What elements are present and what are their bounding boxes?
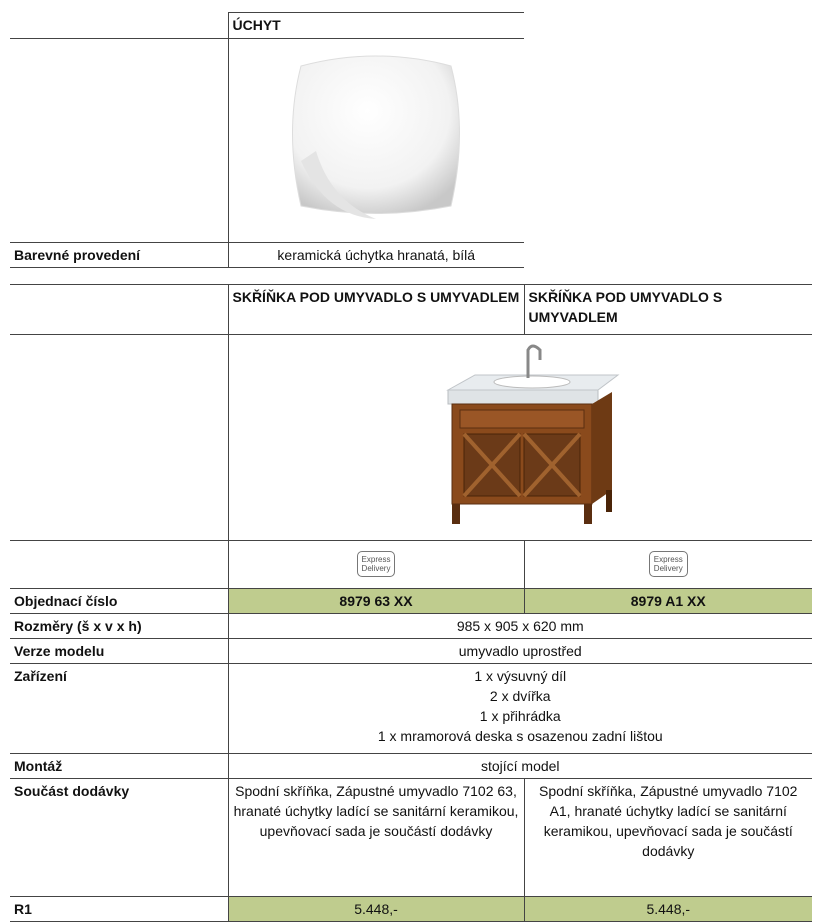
- label: Verze modelu: [10, 638, 228, 664]
- label: Objednací číslo: [10, 588, 228, 614]
- row: R1 5.448,- 5.448,-: [10, 896, 812, 922]
- list-item: 1 x přihrádka: [479, 708, 561, 724]
- value: Spodní skříňka, Zápustné umyvadlo 7102 6…: [227, 778, 524, 897]
- value: umyvadlo uprostřed: [227, 638, 812, 664]
- cell: [10, 540, 228, 589]
- value: 5.448,-: [523, 896, 812, 922]
- image-cell: [227, 38, 524, 243]
- badge-text: Express: [653, 555, 683, 564]
- cell: [10, 12, 228, 39]
- badge: Express Delivery: [648, 551, 688, 577]
- cell: [10, 334, 228, 541]
- list-item: 2 x dvířka: [489, 688, 551, 704]
- value: Spodní skříňka, Zápustné umyvadlo 7102 A…: [523, 778, 812, 897]
- row: Verze modelu umyvadlo uprostřed: [10, 638, 812, 664]
- label: Součást dodávky: [10, 778, 228, 897]
- label: R1: [10, 896, 228, 922]
- row: Objednací číslo 8979 63 XX 8979 A1 XX: [10, 588, 812, 614]
- value: 5.448,-: [227, 896, 524, 922]
- image-cell: [227, 334, 812, 541]
- cabinet-image: [446, 344, 620, 524]
- row: Barevné provedení keramická úchytka hrana…: [10, 242, 524, 268]
- label: Zařízení: [10, 663, 228, 754]
- value: keramická úchytka hranatá, bílá: [227, 242, 524, 268]
- row: Montáž stojící model: [10, 753, 812, 779]
- list-item: 1 x výsuvný díl: [474, 668, 567, 684]
- product-table: SKŘÍŇKA POD UMYVADLO S UMYVADLEM SKŘÍŇKA…: [10, 284, 812, 922]
- cell: [10, 284, 228, 335]
- label: Barevné provedení: [10, 242, 228, 268]
- badge: Express Delivery: [356, 551, 396, 577]
- header: ÚCHYT: [227, 12, 524, 39]
- badge-cell: Express Delivery: [227, 540, 524, 589]
- value: 985 x 905 x 620 mm: [227, 613, 812, 639]
- value-list: 1 x výsuvný díl 2 x dvířka 1 x přihrádka…: [227, 663, 812, 754]
- label: Rozměry (š x v x h): [10, 613, 228, 639]
- header: SKŘÍŇKA POD UMYVADLO S UMYVADLEM: [523, 284, 812, 335]
- label: Montáž: [10, 753, 228, 779]
- row: Součást dodávky Spodní skříňka, Zápustné…: [10, 778, 812, 897]
- handle-table: ÚCHYT Barevné provedení keramická úchytka…: [10, 12, 524, 268]
- value: stojící model: [227, 753, 812, 779]
- cell: [10, 38, 228, 243]
- row: [10, 334, 812, 541]
- row: ÚCHYT: [10, 12, 524, 39]
- value: 8979 A1 XX: [523, 588, 812, 614]
- handle-image: [292, 55, 461, 219]
- row: Express Delivery Express Delivery: [10, 540, 812, 589]
- row: [10, 38, 524, 243]
- badge-text: Express: [361, 555, 391, 564]
- header: SKŘÍŇKA POD UMYVADLO S UMYVADLEM: [227, 284, 524, 335]
- value: 8979 63 XX: [227, 588, 524, 614]
- row: Rozměry (š x v x h) 985 x 905 x 620 mm: [10, 613, 812, 639]
- badge-text: Delivery: [653, 564, 683, 573]
- row: Zařízení 1 x výsuvný díl 2 x dvířka 1 x …: [10, 663, 812, 754]
- row: SKŘÍŇKA POD UMYVADLO S UMYVADLEM SKŘÍŇKA…: [10, 284, 812, 335]
- badge-text: Delivery: [361, 564, 391, 573]
- badge-cell: Express Delivery: [523, 540, 812, 589]
- list-item: 1 x mramorová deska s osazenou zadní liš…: [377, 728, 663, 744]
